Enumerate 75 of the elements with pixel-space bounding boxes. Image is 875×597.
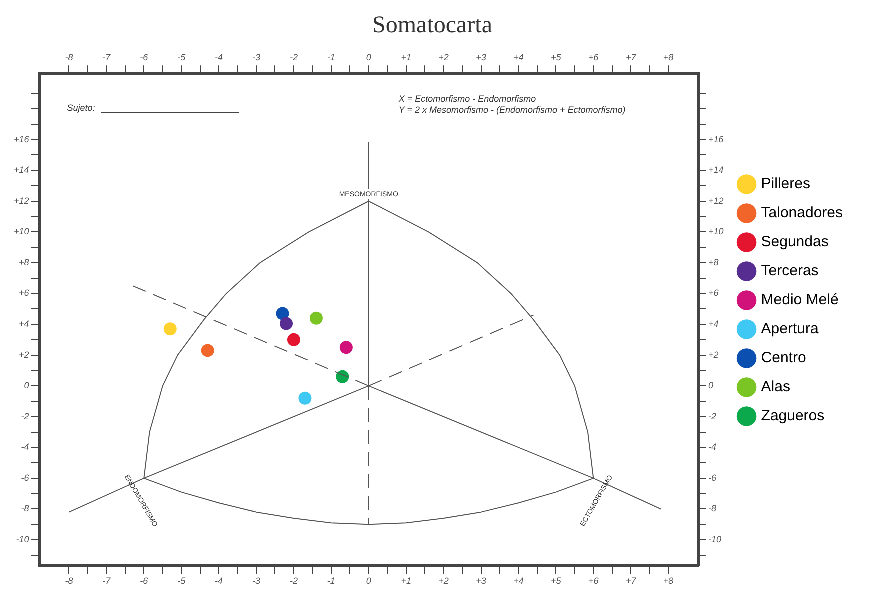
x-tick-label: -6: [140, 576, 148, 586]
legend-label: Terceras: [761, 262, 819, 280]
legend-label: Apertura: [761, 320, 820, 338]
y2-tick-label: +12: [708, 196, 724, 206]
x-tick-label: -7: [102, 576, 112, 586]
annotation: Sujeto:: [67, 103, 96, 114]
y2-tick-label: +2: [708, 350, 719, 360]
y-tick-label: -4: [21, 442, 30, 452]
y2-tick-label: -10: [708, 534, 722, 545]
x2-tick-label: +8: [663, 52, 674, 63]
annotation: Y = 2 x Mesomorfismo - (Endomorfismo + Ectomorfismo): [398, 105, 626, 116]
y2-tick-label: +14: [708, 165, 724, 176]
x-tick-label: +5: [551, 576, 562, 586]
annotation: X = Ectomorfismo - Endomorfismo: [398, 94, 536, 104]
legend-label: Centro: [761, 350, 806, 367]
x-tick-label: -5: [178, 576, 187, 586]
y2-tick-label: 0: [708, 380, 714, 391]
chart-title: Somatocarta: [372, 12, 493, 39]
y-tick-label: +14: [14, 165, 30, 176]
x2-tick-label: +4: [514, 52, 524, 63]
x-tick-label: +3: [476, 576, 486, 586]
y-tick-label: -8: [21, 504, 30, 514]
y2-tick-label: -4: [708, 442, 717, 452]
x-tick-label: -1: [327, 576, 336, 586]
x2-tick-label: +6: [588, 52, 599, 63]
y-tick-label: -6: [21, 472, 30, 483]
x2-tick-label: -3: [252, 52, 261, 63]
x2-tick-label: -1: [327, 52, 336, 63]
x-tick-label: +1: [401, 576, 412, 586]
x2-tick-label: -4: [215, 52, 224, 63]
x2-tick-label: -6: [140, 52, 148, 63]
y-tick-label: +4: [19, 319, 30, 330]
y-tick-label: +6: [19, 288, 30, 298]
legend-label: Alas: [761, 378, 790, 396]
x2-tick-label: +5: [551, 52, 562, 63]
y2-tick-label: +4: [708, 319, 719, 330]
x2-tick-label: +1: [401, 52, 412, 63]
x2-tick-label: -7: [102, 52, 112, 63]
y2-tick-label: -6: [708, 472, 717, 483]
x-tick-label: +6: [588, 576, 599, 586]
legend-label: Talonadores: [761, 204, 844, 222]
y-tick-label: +8: [19, 257, 30, 268]
x-tick-label: -2: [290, 576, 298, 586]
y-tick-label: 0: [24, 380, 30, 391]
x2-tick-label: -5: [178, 52, 187, 63]
y-tick-label: +2: [19, 350, 30, 360]
y2-tick-label: -2: [708, 411, 717, 422]
x-tick-label: +2: [438, 576, 449, 586]
y-tick-label: -10: [16, 534, 30, 545]
y2-tick-label: -8: [708, 504, 717, 514]
legend-label: Pilleres: [761, 176, 810, 193]
x-tick-label: +4: [514, 576, 524, 586]
x-tick-label: -3: [252, 576, 261, 586]
legend-label: Medio Melé: [761, 292, 839, 309]
y-tick-label: +12: [14, 196, 30, 206]
x2-tick-label: -2: [290, 52, 298, 63]
legend-label: Segundas: [761, 234, 829, 251]
x-tick-label: -4: [215, 576, 224, 586]
x-tick-label: +7: [626, 576, 638, 586]
y2-tick-label: +10: [708, 226, 724, 237]
x-tick-label: -8: [65, 576, 74, 586]
y-tick-label: -2: [21, 411, 30, 422]
y-tick-label: +16: [14, 134, 30, 144]
x2-tick-label: +2: [438, 52, 449, 63]
x-tick-label: +8: [663, 576, 674, 586]
x2-tick-label: +7: [626, 52, 638, 63]
y-tick-label: +10: [14, 226, 30, 237]
y2-tick-label: +8: [708, 257, 719, 268]
x2-tick-label: 0: [366, 52, 372, 63]
legend-label: Zagueros: [761, 408, 825, 425]
x2-tick-label: +3: [476, 52, 486, 63]
x-tick-label: 0: [366, 576, 372, 586]
y2-tick-label: +16: [708, 134, 724, 144]
x2-tick-label: -8: [65, 52, 74, 63]
y2-tick-label: +6: [708, 288, 719, 298]
